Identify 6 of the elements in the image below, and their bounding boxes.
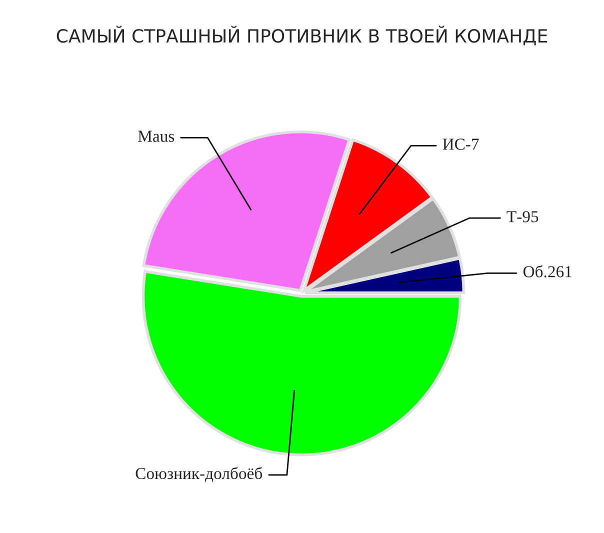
slice-label: Союзник-долбоёб: [136, 467, 262, 482]
chart-title: САМЫЙ СТРАШНЫЙ ПРОТИВНИК В ТВОЕЙ КОМАНДЕ: [56, 26, 548, 46]
slice-label: ИС-7: [442, 138, 479, 150]
slice-label: Т-95: [506, 211, 538, 222]
slice-label: Об.261: [523, 265, 572, 278]
slice-label: Maus: [138, 130, 174, 142]
